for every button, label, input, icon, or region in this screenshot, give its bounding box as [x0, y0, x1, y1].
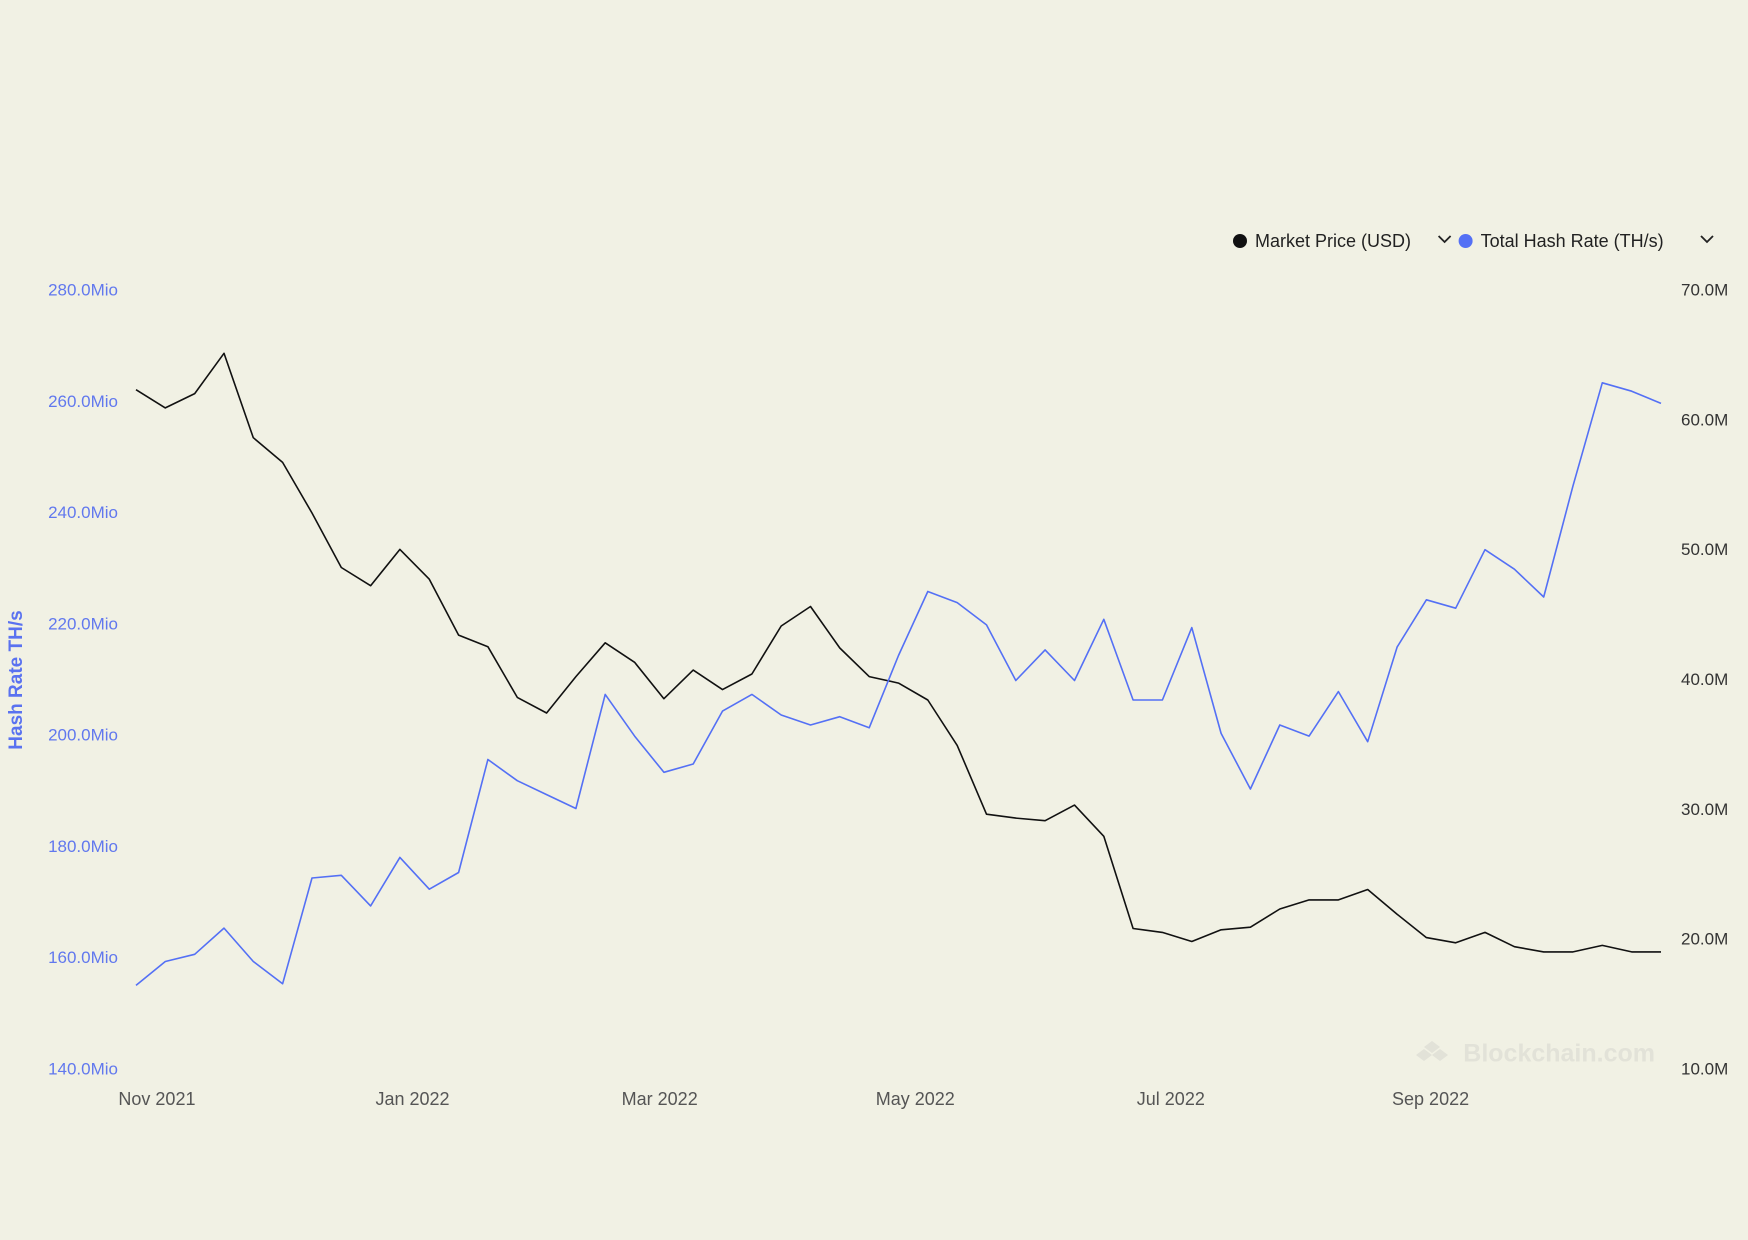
watermark: Blockchain.com	[1463, 1040, 1655, 1068]
legend-swatch	[1233, 234, 1247, 248]
y2-tick-label: 30.0M	[1681, 800, 1728, 819]
x-tick-label: Nov 2021	[118, 1089, 195, 1109]
legend-chevron	[1437, 235, 1452, 244]
y-tick-label: 160.0Mio	[48, 948, 118, 967]
y2-tick-label: 10.0M	[1681, 1059, 1728, 1078]
y-axis-title: Hash Rate TH/s	[6, 610, 27, 749]
y-tick-label: 240.0Mio	[48, 503, 118, 522]
legend-label: Market Price (USD)	[1255, 231, 1411, 251]
y-tick-label: 200.0Mio	[48, 726, 118, 745]
y-tick-label: 280.0Mio	[48, 280, 118, 299]
watermark-logo	[1416, 1041, 1448, 1061]
legend-label: Total Hash Rate (TH/s)	[1481, 231, 1664, 251]
y-tick-label: 220.0Mio	[48, 614, 118, 633]
y2-tick-label: 40.0M	[1681, 670, 1728, 689]
y-tick-label: 260.0Mio	[48, 392, 118, 411]
y2-tick-label: 50.0M	[1681, 540, 1728, 559]
x-tick-label: Jul 2022	[1137, 1089, 1205, 1109]
y2-tick-label: 70.0M	[1681, 280, 1728, 299]
legend-chevron	[1700, 235, 1714, 244]
legend-swatch	[1458, 234, 1473, 248]
x-tick-label: Mar 2022	[622, 1089, 698, 1109]
series-line	[135, 352, 1661, 953]
y-tick-label: 140.0Mio	[48, 1059, 118, 1078]
y2-tick-label: 20.0M	[1681, 930, 1728, 949]
y2-tick-label: 60.0M	[1681, 410, 1728, 429]
x-tick-label: Jan 2022	[375, 1089, 449, 1109]
x-tick-label: May 2022	[876, 1089, 955, 1109]
series-line	[135, 382, 1662, 987]
x-tick-label: Sep 2022	[1392, 1089, 1469, 1109]
y-tick-label: 180.0Mio	[48, 837, 118, 856]
